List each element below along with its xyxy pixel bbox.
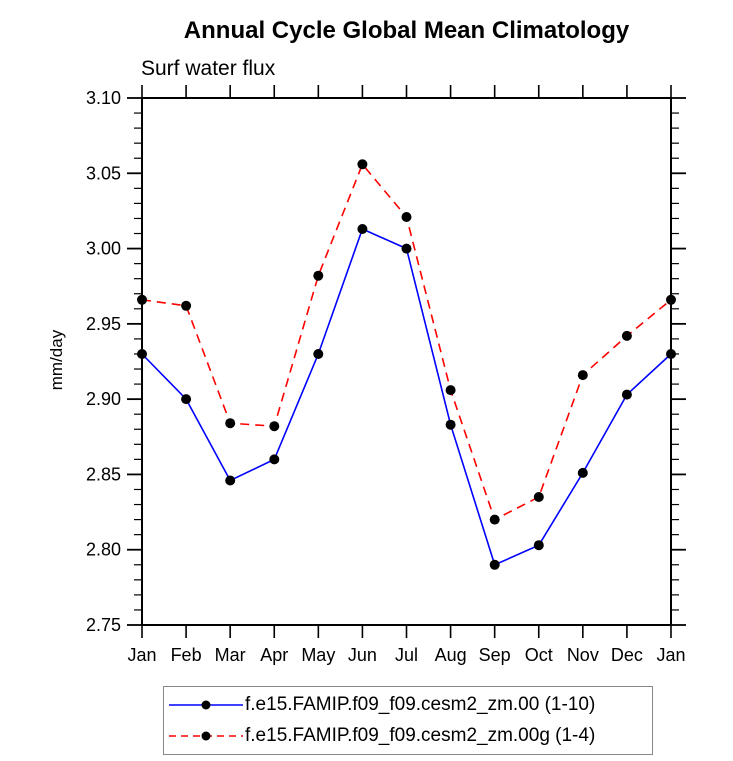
x-tick-label: Feb: [171, 645, 202, 665]
data-point: [445, 385, 456, 396]
data-point: [489, 559, 500, 570]
x-tick-label: Jul: [395, 645, 418, 665]
data-point: [313, 270, 324, 281]
plot-frame: [141, 97, 672, 626]
x-tick-label: Apr: [260, 645, 288, 665]
data-point: [313, 349, 324, 359]
legend: f.e15.FAMIP.f09_f09.cesm2_zm.00 (1-10) f…: [163, 686, 653, 755]
data-point: [357, 159, 368, 170]
x-tick-label: Dec: [611, 645, 643, 665]
data-point: [401, 243, 412, 254]
data-point: [445, 419, 456, 430]
x-tick-label: Sep: [479, 645, 511, 665]
legend-item: f.e15.FAMIP.f09_f09.cesm2_zm.00 (1-10): [167, 690, 652, 721]
y-tick-label: 2.90: [86, 389, 121, 409]
y-tick-label: 3.10: [86, 88, 121, 108]
legend-label: f.e15.FAMIP.f09_f09.cesm2_zm.00 (1-10): [245, 694, 596, 715]
data-point: [533, 492, 544, 502]
data-point: [621, 330, 632, 341]
x-tick-label: Mar: [215, 645, 246, 665]
chart-subtitle: Surf water flux: [141, 57, 276, 80]
data-point: [577, 467, 588, 478]
data-point: [621, 389, 632, 400]
y-tick-label: 3.00: [86, 239, 121, 259]
x-tick-label: Aug: [435, 645, 467, 665]
data-point: [137, 294, 147, 305]
x-tick-label: Jan: [127, 645, 156, 665]
data-point: [357, 224, 368, 234]
y-tick-label: 2.95: [86, 314, 121, 334]
data-point: [225, 475, 236, 486]
x-tick-label: May: [301, 645, 335, 665]
data-point: [401, 212, 412, 222]
data-point: [666, 294, 676, 305]
y-tick-label: 2.80: [86, 540, 121, 560]
data-point: [181, 394, 192, 405]
y-tick-label: 3.05: [86, 163, 121, 183]
data-point: [181, 300, 192, 311]
data-point: [666, 349, 676, 359]
chart-title: Annual Cycle Global Mean Climatology: [183, 17, 630, 44]
x-tick-label: Oct: [525, 645, 553, 665]
x-tick-label: Jun: [348, 645, 377, 665]
x-tick-label: Nov: [567, 645, 599, 665]
legend-line-sample-dashed: [169, 731, 243, 741]
data-point: [577, 370, 588, 381]
legend-label: f.e15.FAMIP.f09_f09.cesm2_zm.00g (1-4): [245, 725, 596, 746]
x-tick-label: Jan: [656, 645, 685, 665]
legend-line-sample-solid: [169, 700, 243, 710]
series-line-0: [141, 227, 672, 566]
data-point: [225, 418, 236, 429]
legend-item: f.e15.FAMIP.f09_f09.cesm2_zm.00g (1-4): [167, 721, 652, 752]
data-point: [269, 454, 280, 465]
data-point: [137, 349, 147, 359]
y-tick-label: 2.85: [86, 464, 121, 484]
y-tick-label: 2.75: [86, 615, 121, 635]
data-point: [533, 540, 544, 551]
data-point: [489, 514, 500, 525]
data-point: [269, 421, 280, 432]
